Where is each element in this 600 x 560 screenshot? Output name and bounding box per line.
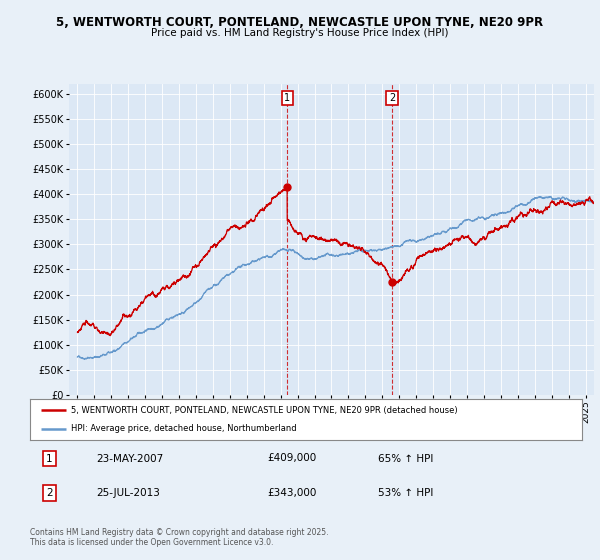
Text: 53% ↑ HPI: 53% ↑ HPI (378, 488, 433, 498)
Text: £343,000: £343,000 (268, 488, 317, 498)
Text: 65% ↑ HPI: 65% ↑ HPI (378, 454, 433, 464)
Text: Contains HM Land Registry data © Crown copyright and database right 2025.
This d: Contains HM Land Registry data © Crown c… (30, 528, 329, 547)
Text: 25-JUL-2013: 25-JUL-2013 (96, 488, 160, 498)
Text: £409,000: £409,000 (268, 454, 317, 464)
Text: 5, WENTWORTH COURT, PONTELAND, NEWCASTLE UPON TYNE, NE20 9PR (detached house): 5, WENTWORTH COURT, PONTELAND, NEWCASTLE… (71, 405, 458, 414)
Text: 2: 2 (389, 93, 395, 103)
Text: Price paid vs. HM Land Registry's House Price Index (HPI): Price paid vs. HM Land Registry's House … (151, 28, 449, 38)
Text: 2: 2 (46, 488, 53, 498)
Text: 1: 1 (46, 454, 53, 464)
Text: 5, WENTWORTH COURT, PONTELAND, NEWCASTLE UPON TYNE, NE20 9PR: 5, WENTWORTH COURT, PONTELAND, NEWCASTLE… (56, 16, 544, 29)
Text: 23-MAY-2007: 23-MAY-2007 (96, 454, 163, 464)
Text: 1: 1 (284, 93, 290, 103)
Text: HPI: Average price, detached house, Northumberland: HPI: Average price, detached house, Nort… (71, 424, 297, 433)
